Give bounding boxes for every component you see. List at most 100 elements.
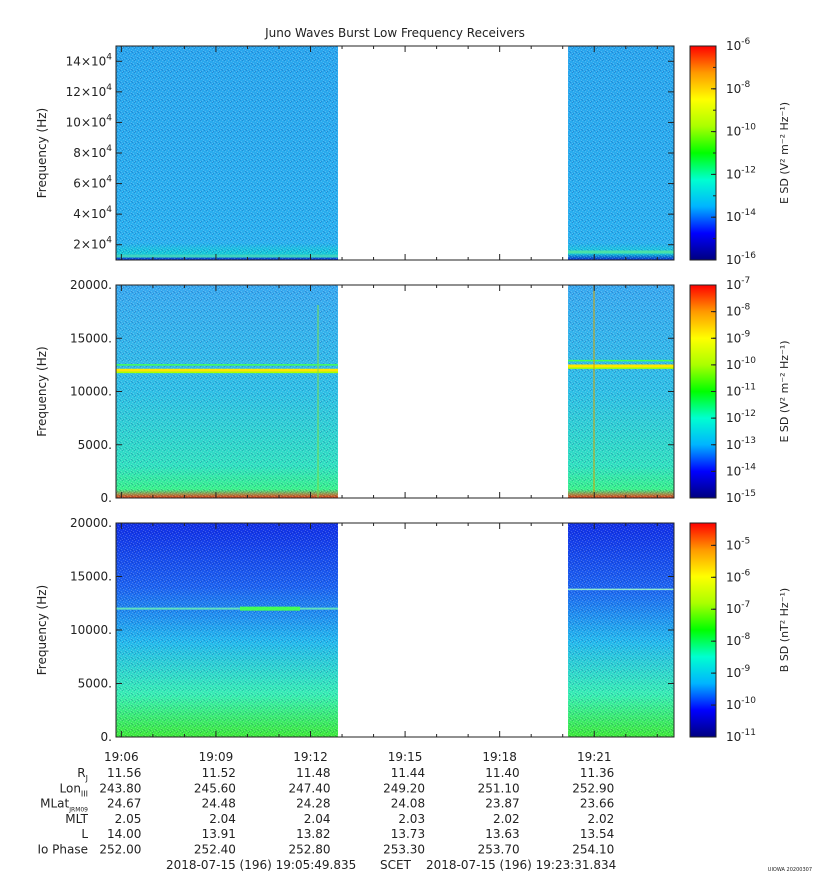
ephemeris-value: 245.60 [194,781,236,795]
ephemeris-value: 11.56 [107,766,141,780]
y-tick-label: 0. [101,491,112,505]
ephemeris-row-label: MLatJRM09 [40,797,88,814]
ephemeris-value: 253.30 [383,843,425,857]
colorbar-tick-label: 10-13 [726,436,756,452]
ephemeris-value: 24.48 [202,797,236,811]
y-tick-label: 20000. [70,278,112,292]
colorbar-tick-label: 10-6 [726,568,751,584]
ephemeris-value: 24.08 [391,797,425,811]
ephemeris-value: 23.66 [580,797,614,811]
time-axis: 19:06 19:09 19:12 19:15 19:18 19:21 [104,750,611,764]
ephemeris-value: 11.36 [580,766,614,780]
footer-scet-label: SCET [380,858,412,872]
ephemeris-value: 11.40 [485,766,519,780]
y-tick-label: 8×104 [73,144,112,160]
y-tick-label: 5000. [78,677,112,691]
ephemeris-value: 251.10 [478,781,520,795]
colorbar-tick-label: 10-10 [726,356,756,372]
ephemeris-value: 2.04 [304,812,331,826]
spectrogram-texture [116,523,338,737]
colorbar-tick-label: 10-12 [726,165,756,181]
y-tick-label: 15000. [70,570,112,584]
ephemeris-value: 13.63 [485,827,519,841]
chart-title: Juno Waves Burst Low Frequency Receivers [264,26,525,40]
colorbar-tick-label: 10-10 [726,123,756,139]
ephemeris-value: 2.02 [493,812,520,826]
colorbar-tick-label: 10-11 [726,728,756,744]
y-axis-label: Frequency (Hz) [35,346,49,437]
ephemeris-value: 243.80 [99,781,141,795]
ephemeris-value: 252.90 [572,781,614,795]
y-tick-label: 15000. [70,331,112,345]
time-tick-label: 19:06 [104,750,139,764]
colorbar-tick-label: 10-5 [726,536,750,552]
ephemeris-value: 252.40 [194,843,236,857]
time-tick-label: 19:15 [388,750,423,764]
colorbar-tick-label: 10-14 [726,462,756,478]
colorbar-tick-label: 10-9 [726,664,751,680]
panel-1: 2×104 4×104 6×104 8×104 10×104 12×104 14×104 Fr… [35,37,791,267]
ephemeris-row-label: L [81,827,88,841]
y-tick-label: 10000. [70,623,112,637]
time-tick-label: 19:18 [482,750,517,764]
colorbar-tick-label: 10-8 [726,632,751,648]
colorbar-tick-label: 10-16 [726,251,756,267]
ephemeris-value: 13.73 [391,827,425,841]
y-tick-label: 10000. [70,385,112,399]
ephemeris-value: 14.00 [107,827,141,841]
y-tick-label: 2×104 [73,236,112,252]
colorbar [689,45,717,261]
spectrogram-panels: 2×104 4×104 6×104 8×104 10×104 12×104 14×104 Fr… [35,37,791,744]
spectrogram-texture [116,46,338,260]
ephemeris-value: 253.70 [478,843,520,857]
y-tick-label: 4×104 [73,205,112,221]
y-axis-label: Frequency (Hz) [35,585,49,676]
ephemeris-value: 252.00 [99,843,141,857]
colorbar-tick-label: 10-15 [726,489,756,505]
panel-3: 0. 5000. 10000. 15000. 20000. Frequency (Hz) 1… [35,516,791,744]
spectrogram-texture [116,285,338,498]
ephemeris-table: RJ 11.56 11.52 11.48 11.44 11.40 11.36 LonIII 24… [37,766,614,857]
spectrogram-texture [568,285,674,498]
ephemeris-row-label: RJ [77,766,88,783]
ephemeris-row-label: LonIII [60,781,89,798]
ephemeris-value: 11.52 [202,766,236,780]
footer-end-time: 2018-07-15 (196) 19:23:31.834 [426,858,616,872]
ephemeris-value: 2.03 [398,812,425,826]
panel-2: 0. 5000. 10000. 15000. 20000. Frequency (Hz) 1… [35,276,791,505]
ephemeris-value: 2.05 [115,812,142,826]
spectrogram-texture [568,46,674,260]
ephemeris-value: 2.02 [588,812,615,826]
colorbar-tick-label: 10-7 [726,276,750,292]
y-tick-label: 0. [101,730,112,744]
ephemeris-value: 23.87 [485,797,519,811]
ephemeris-value: 249.20 [383,781,425,795]
time-tick-label: 19:12 [293,750,328,764]
time-tick-label: 19:21 [577,750,612,764]
colorbar-tick-label: 10-9 [726,329,751,345]
ephemeris-value: 252.80 [289,843,331,857]
y-tick-label: 5000. [78,438,112,452]
y-tick-label: 10×104 [66,113,113,129]
y-tick-label: 20000. [70,516,112,530]
spectrogram-texture [568,523,674,737]
colorbar-label: B SD (nT² Hz⁻¹) [778,588,791,672]
colorbar-tick-label: 10-6 [726,37,751,53]
ephemeris-value: 2.04 [209,812,236,826]
ephemeris-value: 11.48 [296,766,330,780]
colorbar [689,522,717,738]
ephemeris-value: 13.54 [580,827,614,841]
y-axis-label: Frequency (Hz) [35,108,49,199]
ephemeris-value: 24.28 [296,797,330,811]
colorbar-tick-label: 10-12 [726,409,756,425]
colorbar-tick-label: 10-8 [726,80,751,96]
ephemeris-value: 254.10 [572,843,614,857]
ephemeris-value: 13.91 [202,827,236,841]
ephemeris-value: 13.82 [296,827,330,841]
ephemeris-value: 11.44 [391,766,425,780]
y-tick-label: 12×104 [66,83,113,99]
ephemeris-value: 24.67 [107,797,141,811]
y-tick-label: 6×104 [73,175,112,191]
colorbar-tick-label: 10-10 [726,696,756,712]
